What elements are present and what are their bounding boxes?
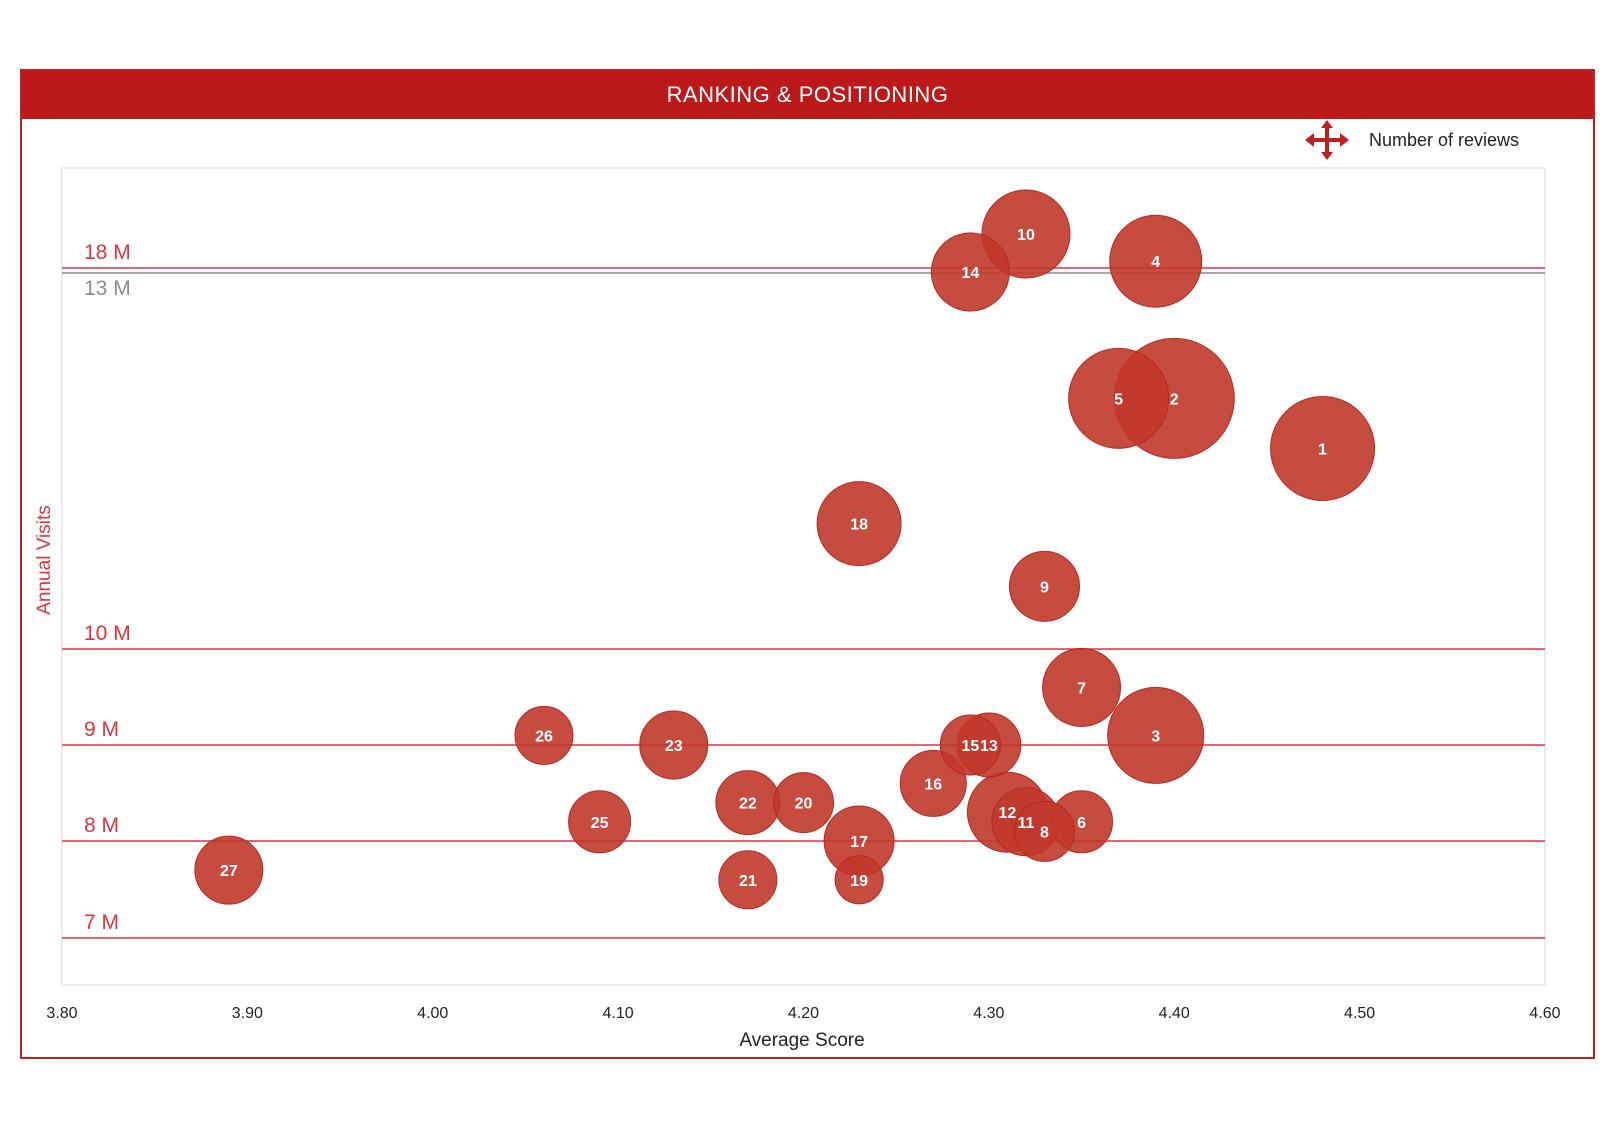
bubble-4 [1109,214,1203,308]
x-tick-label: 3.80 [46,1005,77,1022]
x-tick-label: 4.60 [1529,1005,1560,1022]
y-axis-title: Annual Visits [34,505,55,615]
bubble-15 [939,714,1001,776]
bubble-label: 23 [665,738,683,755]
reference-label: 8 M [84,814,119,837]
bubble-label: 21 [739,873,757,890]
bubble-3 [1107,686,1205,784]
bubble-14 [930,232,1010,312]
x-tick-label: 4.40 [1159,1005,1190,1022]
bubble-label: 26 [535,728,553,745]
reference-label: 13 M [84,277,131,300]
bubble-label: 5 [1114,391,1123,408]
bubble-label: 6 [1077,815,1086,832]
bubble-20 [773,772,834,834]
bubble-21 [718,850,778,910]
bubble-label: 3 [1151,728,1160,745]
bubble-label: 7 [1077,680,1086,697]
x-tick-label: 4.20 [788,1005,819,1022]
bubble-1 [1270,395,1376,501]
bubble-27 [194,835,264,905]
panel-title: RANKING & POSITIONING [22,71,1593,119]
reference-label: 18 M [84,241,131,264]
move-arrows-icon [1305,120,1349,160]
bubble-25 [568,790,632,854]
x-tick-label: 4.50 [1344,1005,1375,1022]
bubble-7 [1042,647,1122,727]
plot-area [61,167,1546,986]
reference-label: 10 M [84,622,131,645]
bubble-label: 8 [1040,824,1049,841]
bubble-label: 11 [1017,815,1034,832]
bubble-label: 16 [924,776,942,793]
bubble-label: 13 [980,738,998,755]
legend-label: Number of reviews [1369,129,1520,150]
reference-lines: 18 M 13 M 10 M 9 M 8 M 7 M [62,241,1545,939]
bubble-9 [1008,550,1080,622]
bubble-23 [639,710,709,780]
bubble-8 [1013,800,1075,862]
x-tick-label: 4.10 [603,1005,634,1022]
reference-label: 7 M [84,911,119,934]
bubble-label: 12 [999,805,1017,822]
bubble-5 [1068,347,1170,449]
bubbles: 2153410181271491711232716132262581520212… [194,189,1376,910]
bubble-26 [514,705,574,765]
x-axis-title: Average Score [739,1030,864,1051]
bubble-label: 25 [591,815,609,832]
x-tick-label: 4.00 [417,1005,448,1022]
chart-panel: RANKING & POSITIONING [20,69,1595,1059]
bubble-label: 17 [850,834,868,851]
bubble-19 [834,855,884,905]
bubble-label: 20 [795,796,813,813]
bubble-label: 22 [739,796,757,813]
x-axis-ticks: 3.80 3.90 4.00 4.10 4.20 4.30 4.40 4.50 4.60 [46,1005,1560,1022]
reference-label: 9 M [84,718,119,741]
bubble-label: 15 [961,738,979,755]
x-tick-label: 3.90 [232,1005,263,1022]
x-tick-label: 4.30 [973,1005,1004,1022]
bubble-18 [816,481,902,567]
legend: Number of reviews [1305,120,1519,160]
bubble-label: 4 [1151,254,1160,271]
bubble-label: 19 [850,873,868,890]
bubble-label: 14 [961,265,979,282]
bubble-label: 9 [1040,579,1049,596]
bubble-label: 18 [850,517,868,534]
bubble-label: 1 [1318,441,1327,458]
bubble-label: 10 [1017,227,1035,244]
bubble-label: 2 [1170,391,1179,408]
bubble-label: 27 [220,863,238,880]
